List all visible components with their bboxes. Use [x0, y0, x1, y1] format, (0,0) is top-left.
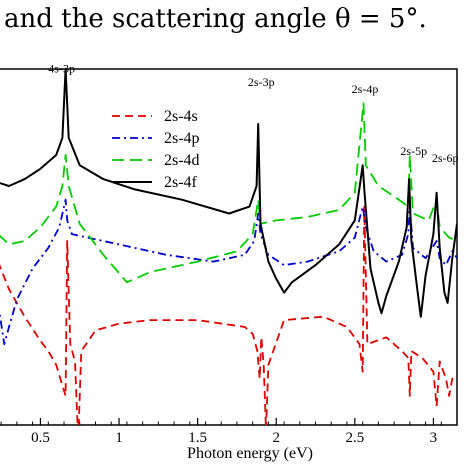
peak-label-4s-3p: 4s-3p: [48, 61, 75, 75]
x-tick-labels: 0.5 1 1.5 2 2.5 3: [31, 430, 437, 446]
plot-frame: [0, 68, 458, 426]
series-line-2s-4f: [0, 69, 457, 318]
series-line-2s-4p: [0, 198, 457, 346]
peak-labels: 4s-3p 2s-3p 2s-4p 2s-5p 2s-6p: [48, 61, 458, 164]
series-line-2s-4s: [0, 205, 457, 425]
peak-label-2s-6p: 2s-6p: [432, 151, 459, 165]
figure-caption: and the scattering angle θ = 5°.: [0, 4, 474, 44]
legend-label-2s-4d: 2s-4d: [164, 152, 200, 169]
x-tick-label: 3: [430, 430, 438, 446]
x-ticks: [0, 418, 442, 425]
peak-label-2s-5p: 2s-5p: [400, 144, 427, 158]
x-tick-label: 2: [272, 430, 280, 446]
x-axis-title: Photon energy (eV): [187, 445, 313, 462]
legend: 2s-4s 2s-4p 2s-4d 2s-4f: [112, 108, 200, 191]
legend-label-2s-4f: 2s-4f: [164, 174, 198, 191]
peak-label-2s-4p: 2s-4p: [352, 82, 379, 96]
caption-text: and the scattering angle θ = 5°.: [4, 4, 427, 34]
legend-label-2s-4p: 2s-4p: [164, 130, 200, 147]
legend-label-2s-4s: 2s-4s: [164, 108, 198, 125]
x-tick-label: 1: [115, 430, 123, 446]
x-tick-label: 2.5: [345, 430, 364, 446]
series-layer: [0, 69, 457, 425]
peak-label-2s-3p: 2s-3p: [248, 75, 275, 89]
x-tick-label: 0.5: [31, 430, 50, 446]
x-tick-label: 1.5: [188, 430, 207, 446]
